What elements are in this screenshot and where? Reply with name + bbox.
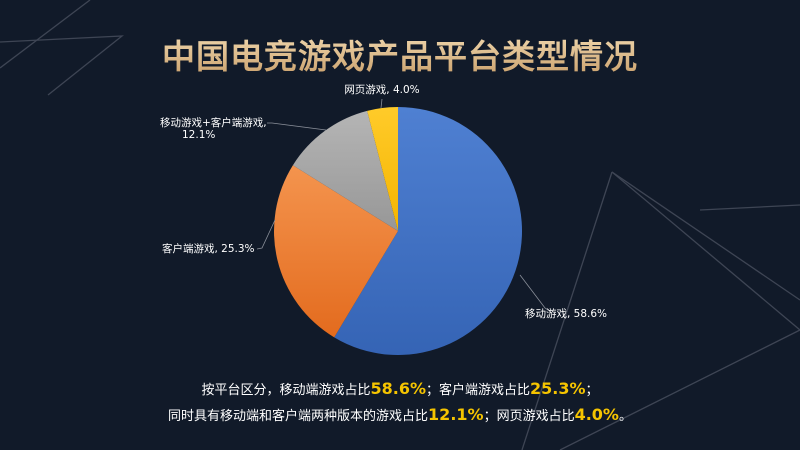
summary-text: 。: [618, 409, 632, 424]
pie-leader-lines: [256, 98, 552, 313]
data-label-web: 网页游戏, 4.0%: [344, 83, 419, 96]
leader-line-mobile: [519, 274, 552, 313]
summary-text: ；网页游戏占比: [483, 409, 575, 424]
leader-line-client: [256, 219, 276, 250]
data-label-mobile: 移动游戏, 58.6%: [525, 307, 607, 320]
page-title: 中国电竞游戏产品平台类型情况: [0, 30, 800, 78]
summary-text: 按平台区分，移动端游戏占比: [201, 383, 371, 398]
summary-value-both: 12.1%: [428, 405, 484, 424]
summary-text: ；客户端游戏占比: [425, 383, 530, 398]
leader-line-web: [380, 98, 383, 109]
data-label-both: 移动游戏+客户端游戏, 12.1%: [160, 116, 267, 141]
data-label-client: 客户端游戏, 25.3%: [162, 242, 255, 255]
leader-line-both: [267, 122, 327, 131]
pie-slice-both: [292, 110, 398, 231]
summary-value-client: 25.3%: [530, 379, 586, 398]
summary-value-mobile: 58.6%: [370, 379, 426, 398]
summary-line-1: 按平台区分，移动端游戏占比58.6%；客户端游戏占比25.3%；: [0, 379, 800, 398]
pie-slice-client: [274, 165, 398, 338]
summary-line-2: 同时具有移动端和客户端两种版本的游戏占比12.1%；网页游戏占比4.0%。: [0, 405, 800, 424]
pie-data-labels: 移动游戏, 58.6% 客户端游戏, 25.3% 移动游戏+客户端游戏, 12.1% 网…: [160, 83, 607, 320]
summary-text: 同时具有移动端和客户端两种版本的游戏占比: [168, 409, 429, 424]
pie-slice-web: [367, 107, 398, 231]
summary-value-web: 4.0%: [574, 405, 619, 424]
summary-text: ；: [585, 383, 599, 398]
pie-slice-mobile: [334, 107, 523, 355]
pie-slices: [274, 107, 523, 355]
